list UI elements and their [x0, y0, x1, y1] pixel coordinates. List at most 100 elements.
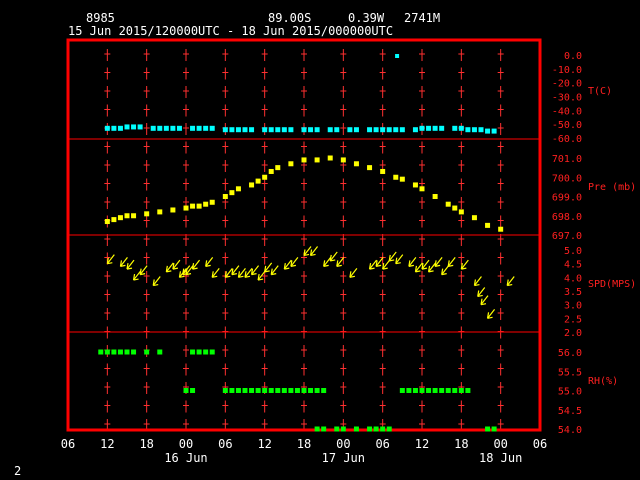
wind-arrow-stroke: [264, 265, 267, 272]
wind-arrow: [460, 259, 469, 270]
temperature-point: [281, 127, 287, 133]
rh-point: [209, 349, 215, 355]
wind-arrow-stroke: [389, 259, 395, 262]
temperature-point: [222, 127, 228, 133]
wind-arrow-stroke: [271, 273, 277, 276]
wind-arrow-stroke: [257, 270, 266, 281]
temperature-point: [229, 127, 235, 133]
wind-arrow: [408, 257, 417, 267]
wind-arrow: [211, 267, 220, 278]
pressure-point: [452, 205, 458, 211]
rh-point: [340, 426, 346, 432]
wind-arrow-stroke: [447, 260, 450, 267]
x-date-label: 18 Jun: [479, 451, 522, 465]
wind-arrow-stroke: [408, 257, 417, 267]
rh-point: [288, 388, 294, 393]
rh-point: [196, 349, 202, 355]
temperature-point: [478, 127, 484, 133]
wind-arrow-stroke: [427, 265, 431, 272]
wind-arrow: [375, 257, 384, 267]
y-tick-label: -50.0: [552, 120, 582, 131]
temperature-point: [275, 127, 281, 133]
pressure-point: [157, 209, 163, 215]
wind-arrow-stroke: [369, 259, 378, 270]
wind-arrow-stroke: [251, 273, 257, 276]
rh-point: [249, 388, 255, 393]
wind-arrow-stroke: [211, 271, 214, 278]
wind-arrow-stroke: [323, 264, 329, 267]
x-tick-label: 18: [297, 437, 311, 451]
pressure-point: [340, 157, 346, 163]
wind-arrow: [303, 246, 312, 257]
wind-arrow-stroke: [290, 264, 297, 267]
rh-point: [485, 426, 491, 432]
pressure-point: [104, 219, 110, 225]
temperature-point: [242, 127, 248, 133]
wind-arrow-stroke: [212, 275, 218, 278]
wind-arrow-stroke: [133, 270, 142, 281]
wind-arrow-stroke: [369, 267, 375, 270]
pressure-point: [399, 176, 405, 182]
pressure-point: [314, 157, 320, 163]
rh-point: [104, 349, 110, 355]
wind-arrow-stroke: [182, 268, 185, 275]
y-tick-label: 55.0: [558, 387, 582, 398]
temperature-point: [399, 127, 405, 133]
temperature-point: [367, 127, 373, 133]
rh-point: [432, 388, 438, 393]
panel-ylabel: RH(%): [588, 376, 618, 387]
wind-arrow-stroke: [349, 267, 358, 278]
wind-arrow-stroke: [231, 273, 238, 276]
wind-arrow-stroke: [434, 264, 441, 267]
wind-arrow-stroke: [126, 259, 135, 270]
y-tick-label: -60.0: [552, 134, 582, 145]
wind-arrow: [434, 257, 443, 267]
wind-arrow-stroke: [329, 251, 338, 262]
wind-arrow-stroke: [133, 278, 139, 281]
x-tick-label: 00: [493, 437, 507, 451]
page-number: 2: [14, 464, 22, 478]
pressure-point: [432, 194, 438, 199]
wind-arrow: [172, 259, 181, 270]
y-tick-label: 698.0: [552, 212, 582, 223]
wind-arrow-stroke: [506, 276, 515, 286]
wind-arrow-stroke: [139, 265, 148, 275]
wind-arrow-stroke: [238, 275, 244, 278]
wind-arrow-stroke: [139, 268, 142, 275]
wind-arrow-stroke: [388, 254, 391, 262]
rh-point: [380, 426, 386, 432]
rh-point: [157, 349, 163, 355]
wind-arrow-stroke: [192, 267, 198, 270]
wind-arrow-stroke: [382, 263, 385, 270]
temperature-point: [203, 125, 209, 131]
temperature-point: [412, 127, 418, 133]
wind-arrow: [126, 259, 135, 270]
rh-point: [373, 426, 379, 432]
plot-frame: [66, 38, 542, 432]
wind-arrow-stroke: [119, 260, 123, 267]
wind-arrow: [119, 257, 128, 267]
wind-arrow-stroke: [205, 257, 214, 267]
rh-point: [321, 426, 327, 432]
wind-arrow-stroke: [231, 265, 240, 275]
wind-arrow-stroke: [106, 257, 109, 264]
pressure-point: [255, 178, 261, 184]
temperature-point: [111, 125, 117, 131]
wind-arrow-stroke: [283, 259, 292, 270]
wind-arrow-stroke: [428, 270, 434, 273]
pressure-point: [301, 157, 307, 163]
wind-arrow-stroke: [303, 246, 312, 256]
pressure-point: [117, 215, 123, 221]
rh-point: [399, 388, 405, 393]
rh-point: [275, 388, 281, 393]
rh-point: [131, 349, 137, 355]
wind-arrow: [152, 276, 161, 287]
wind-arrow-stroke: [408, 264, 415, 267]
wind-arrow: [329, 251, 338, 262]
temperature-point: [131, 124, 137, 130]
x-tick-label: 18: [454, 437, 468, 451]
wind-arrow-stroke: [290, 260, 293, 267]
pressure-point: [249, 182, 255, 188]
pressure-point: [170, 207, 176, 213]
